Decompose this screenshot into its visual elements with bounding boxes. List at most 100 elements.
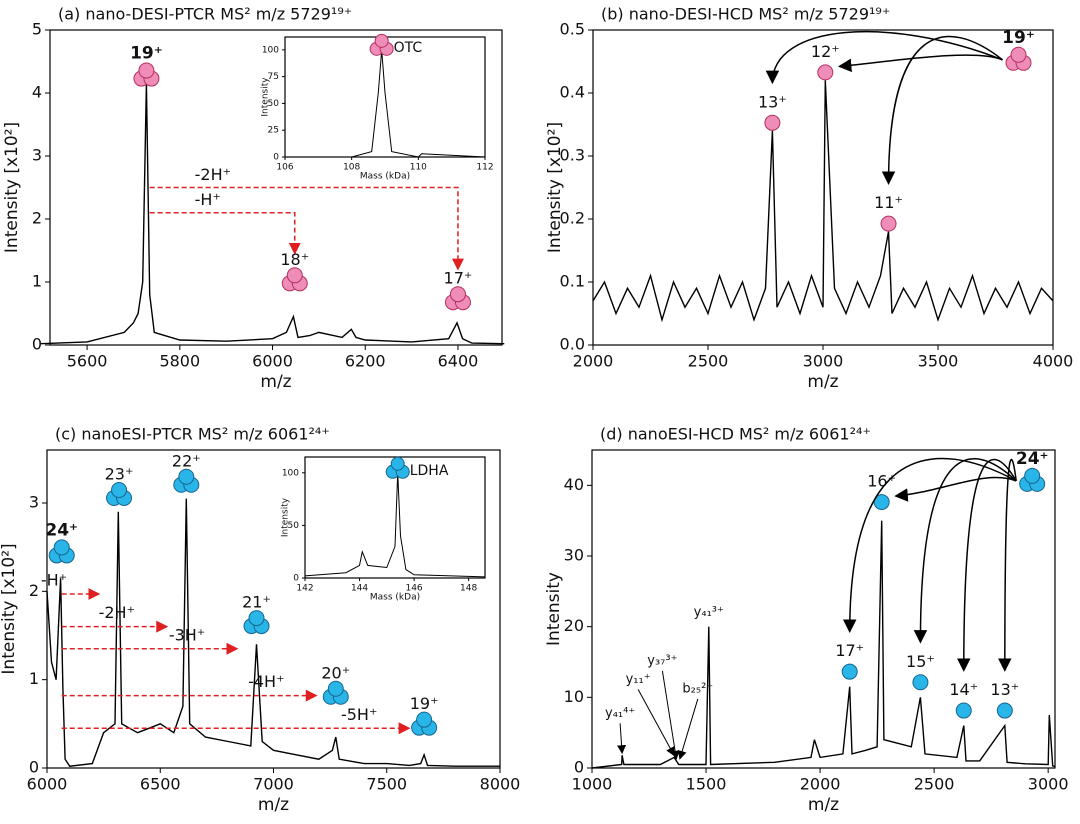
ion-marker [173,468,200,493]
x-tick-label: 7000 [253,775,294,794]
ion-label: 20⁺ [321,663,350,682]
spectrum-line [304,472,486,578]
shift-arrow [149,211,301,255]
ion-label: 13⁺ [758,92,787,111]
fragment-label: b₂₅²⁺ [682,681,713,696]
x-tick-label: 1000 [572,775,613,794]
ion-marker [1019,467,1046,492]
ion-label: 23⁺ [105,465,134,484]
y-tick-label: 0.0 [560,335,585,354]
marker-part [138,62,155,79]
shift-label: -4H⁺ [248,672,284,691]
ion-marker [133,62,160,87]
ion-label: 17⁺ [835,641,864,660]
x-tick-label: 8000 [480,775,521,794]
y-tick-label: 1 [32,272,42,291]
x-tick-label: 7500 [366,775,407,794]
x-axis-label: m/z [260,372,291,392]
ion-marker [912,674,929,691]
y-tick-label: 0 [29,758,39,777]
chart-title: (a) nano-DESI-PTCR MS² m/z 5729¹⁹⁺ [58,5,352,24]
ion-marker [281,267,308,292]
y-axis-label: Intensity [261,77,271,117]
fragment-arrow [661,670,680,760]
reaction-arrow [894,476,1017,502]
x-tick-label: 3000 [803,352,844,371]
marker-part [390,456,405,471]
ion-label: 22⁺ [172,451,201,470]
fragment-label: y₃₇³⁺ [647,653,677,668]
x-tick-label: 6000 [252,352,293,371]
x-tick-label: 148 [460,583,477,593]
inset-peak-label: LDHA [410,463,449,479]
reaction-arrow [957,458,1017,672]
x-tick-label: 1500 [686,775,727,794]
y-tick-label: 75 [268,72,279,82]
x-tick-label: 6200 [345,352,386,371]
y-axis-label: Intensity [x10²] [545,122,565,253]
y-axis-label: Intensity [544,572,564,646]
y-tick-label: 0.3 [560,146,585,165]
x-axis-label: m/z [258,795,289,815]
chart-title: (d) nanoESI-HCD MS² m/z 6061²⁴⁺ [600,425,871,444]
inset-marker [369,33,394,56]
y-tick-label: 40 [564,475,584,494]
marker-part [880,215,897,232]
x-tick-label: 144 [351,583,368,593]
shift-label: -5H⁺ [341,705,377,724]
reaction-arrow [913,458,1017,644]
ion-marker [764,114,781,131]
ion-label: 18⁺ [280,250,309,269]
precursor-label: 24⁺ [1016,449,1049,469]
shift-label: -2H⁺ [99,603,135,622]
fragment-arrow [637,689,675,757]
ion-marker [873,494,890,511]
ion-marker [322,680,349,705]
marker-part [1010,46,1027,63]
spectrum-line [592,80,1054,323]
ion-label: 21⁺ [242,593,271,612]
x-tick-label: 3500 [918,352,959,371]
ion-marker [880,215,897,232]
shift-arrow [149,186,464,271]
marker-part [912,674,929,691]
ion-label: 14⁺ [949,680,978,699]
y-tick-label: 2 [32,209,42,228]
x-tick-label: 108 [343,162,360,172]
y-tick-label: 4 [32,83,42,102]
y-tick-label: 0.5 [560,20,585,39]
marker-part [1024,467,1041,484]
ion-marker [955,702,972,719]
x-tick-label: 112 [476,162,493,172]
fragment-arrow [677,698,699,760]
ion-marker [48,539,75,564]
plot-frame [591,449,1056,769]
x-tick-label: 2500 [914,775,955,794]
precursor-label: 19⁺ [130,44,163,64]
y-tick-label: 0.4 [560,83,585,102]
y-tick-label: 0.2 [560,209,585,228]
ion-label: 11⁺ [874,193,903,212]
chart-title: (b) nano-DESI-HCD MS² m/z 5729¹⁹⁺ [601,5,890,24]
marker-part [416,711,433,728]
marker-part [817,64,834,81]
ion-label: 19⁺ [410,694,439,713]
y-tick-label: 3 [29,493,39,512]
x-tick-label: 146 [405,583,422,593]
y-axis-label: Intensity [x10²] [0,543,19,674]
ion-label: 16⁺ [867,472,896,491]
reaction-arrow [842,457,1017,634]
inset-marker [385,456,410,479]
x-tick-label: 2000 [573,352,614,371]
marker-part [111,482,128,498]
ion-label: 12⁺ [811,42,840,61]
reaction-arrow [998,458,1017,672]
y-tick-label: 25 [268,126,279,136]
marker-part [286,267,303,284]
x-tick-label: 6500 [140,775,181,794]
fragment-arrow [617,723,627,755]
y-tick-label: 30 [564,546,584,565]
y-tick-label: 0 [273,153,279,163]
precursor-label: 19⁺ [1002,28,1035,48]
marker-part [374,33,389,48]
